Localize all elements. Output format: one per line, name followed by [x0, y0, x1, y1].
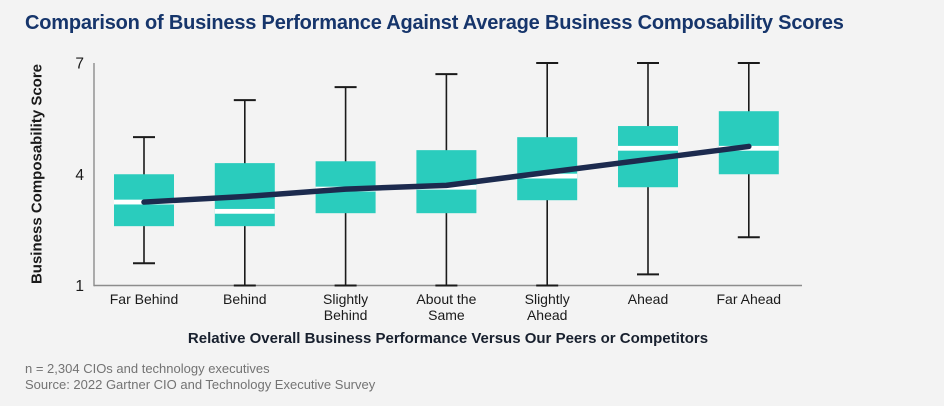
box-group-behind: Behind	[214, 99, 275, 307]
x-category-label: Slightly Ahead	[525, 291, 570, 323]
x-category-label-line: Behind	[324, 307, 368, 323]
x-category-label-line: Far Behind	[110, 291, 178, 307]
x-category-label: About the Same	[416, 291, 476, 323]
x-category-label-line: Slightly	[323, 291, 368, 307]
x-category-label-line: About the	[416, 291, 476, 307]
y-tick-label: 1	[75, 278, 84, 295]
x-category-label-line: Far Ahead	[716, 291, 781, 307]
x-category-label: Ahead	[628, 291, 668, 307]
source-note: Source: 2022 Gartner CIO and Technology …	[25, 377, 376, 392]
box-group-far-ahead: Far Ahead	[716, 62, 781, 307]
y-tick-label: 4	[75, 167, 84, 184]
chart-title: Comparison of Business Performance Again…	[25, 12, 844, 34]
x-category-label: Far Ahead	[716, 291, 781, 307]
x-category-label-line: Slightly	[525, 291, 570, 307]
median-line	[517, 173, 578, 179]
x-category-label-line: Behind	[223, 291, 267, 307]
box-group-far-behind: Far Behind	[110, 136, 178, 307]
x-category-label: Behind	[223, 291, 267, 307]
box-group-slightly-behind: Slightly Behind	[315, 86, 376, 323]
sample-size-note: n = 2,304 CIOs and technology executives	[25, 361, 270, 376]
x-category-label: Slightly Behind	[323, 291, 368, 323]
x-category-label-line: Ahead	[628, 291, 668, 307]
footnotes: n = 2,304 CIOs and technology executives…	[25, 361, 375, 393]
x-category-label-line: Ahead	[527, 307, 567, 323]
median-line	[214, 208, 275, 214]
iqr-box	[718, 111, 779, 175]
x-category-label-line: Same	[428, 307, 465, 323]
median-line	[618, 145, 678, 151]
x-axis-title: Relative Overall Business Performance Ve…	[187, 330, 709, 347]
average-trend-line	[141, 143, 752, 205]
box-group-slightly-ahead: Slightly Ahead	[517, 62, 578, 323]
box-group-ahead: Ahead	[618, 62, 678, 307]
x-category-label: Far Behind	[110, 291, 178, 307]
y-tick-label: 7	[75, 56, 84, 73]
